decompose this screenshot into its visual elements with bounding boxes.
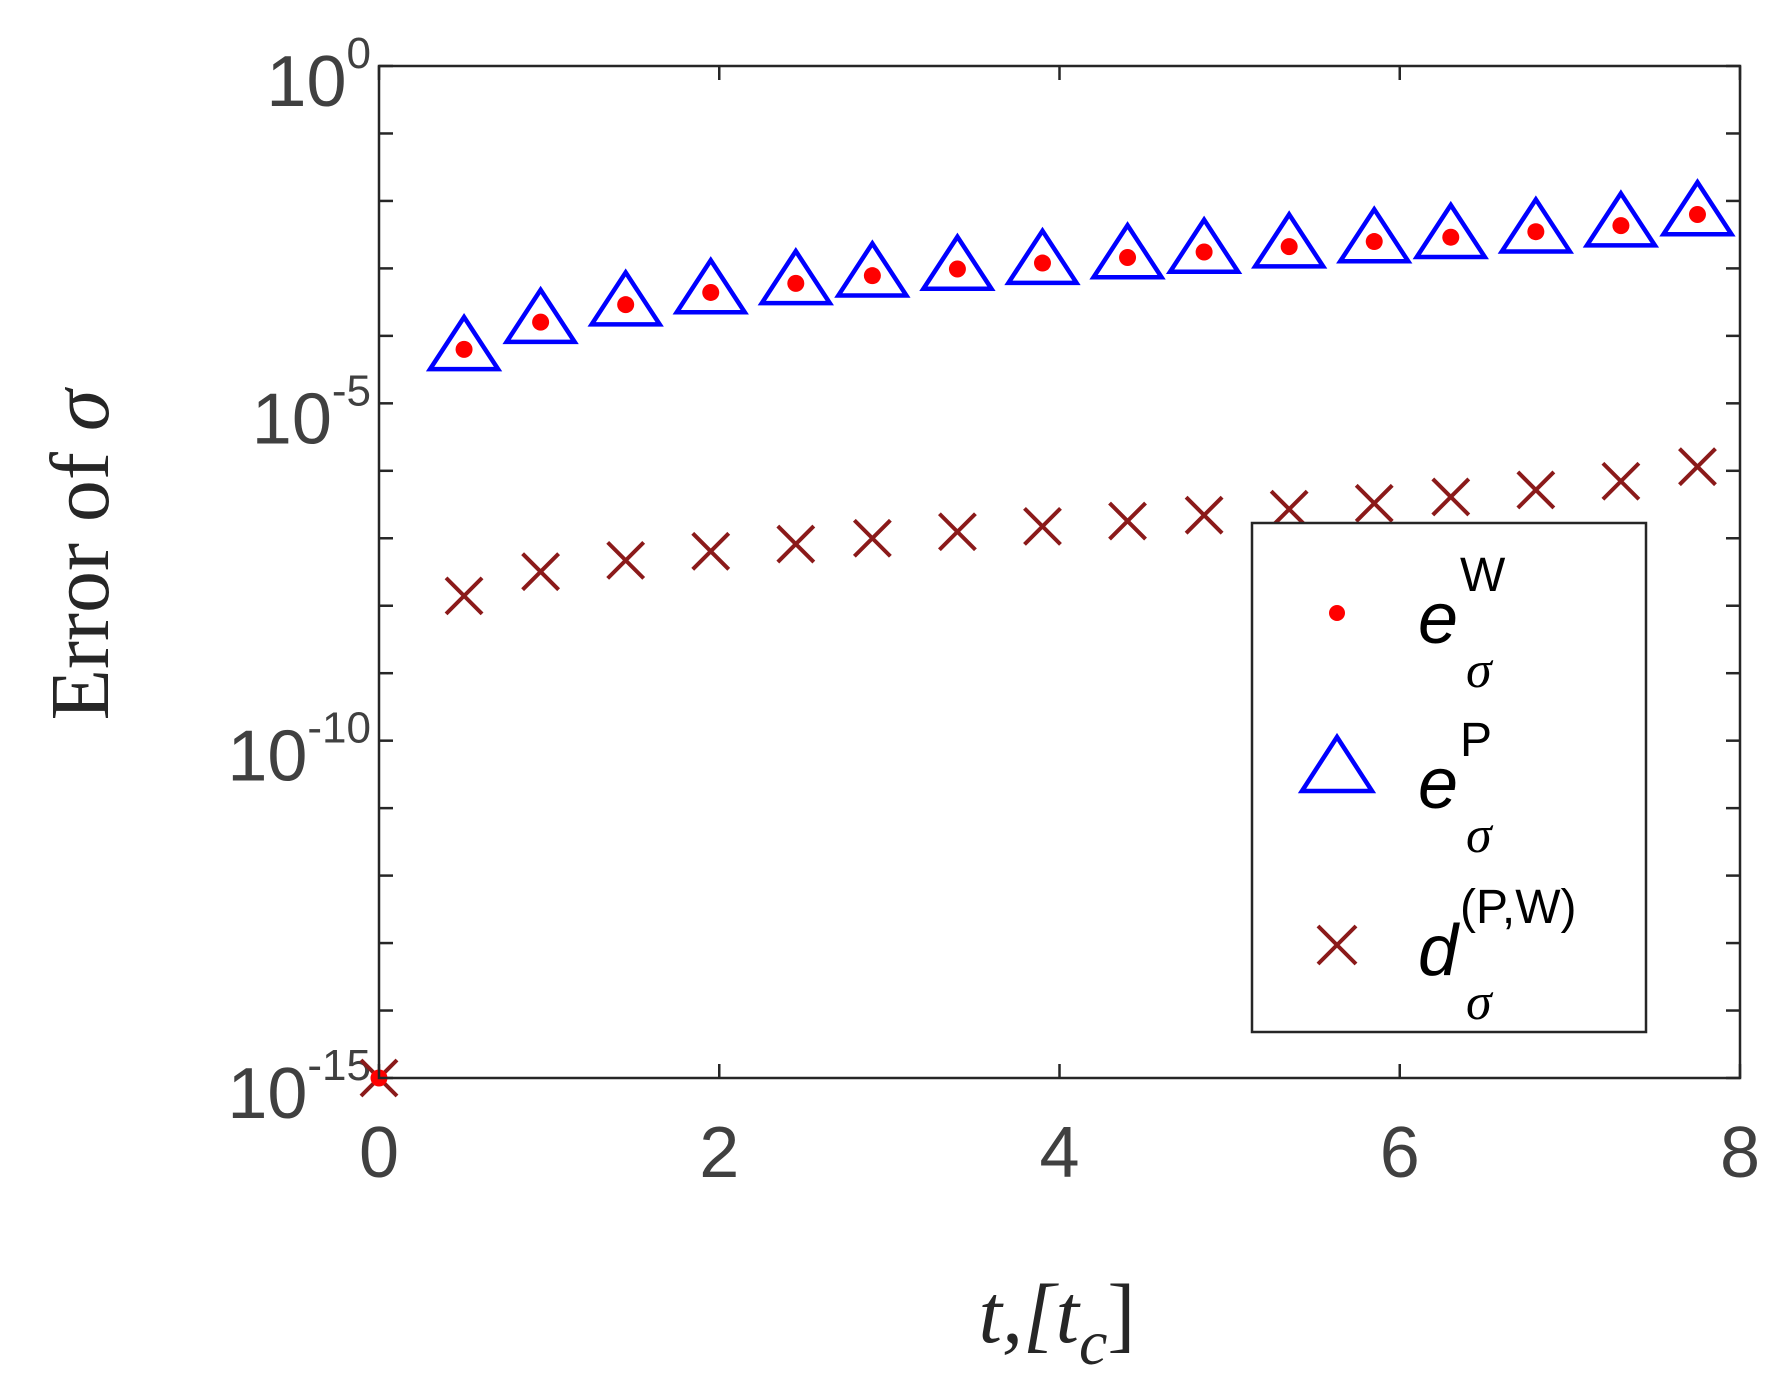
ew-point — [455, 340, 473, 358]
legend: eW σ eP σ d(P,W) σ — [1250, 521, 1648, 1034]
y-tick-label: 10-15 — [227, 1041, 371, 1134]
ep-point — [1582, 189, 1660, 248]
dpw-point — [1184, 495, 1224, 535]
ew-point — [1365, 233, 1383, 251]
ew-point — [617, 296, 635, 314]
dpw-point — [1678, 447, 1717, 487]
ep-point — [587, 268, 664, 327]
dpw-point — [1023, 506, 1062, 546]
x-tick-label: 0 — [359, 1113, 399, 1193]
dpw-point — [1431, 477, 1471, 517]
ew-point — [863, 267, 881, 285]
dpw-point — [691, 531, 731, 571]
y-tick-label: 10-5 — [252, 366, 371, 459]
x-tick-label: 4 — [1039, 1113, 1079, 1193]
ew-point — [1612, 217, 1630, 235]
ew-point — [1527, 223, 1545, 241]
ep-point — [1497, 195, 1575, 254]
dpw-point — [1269, 489, 1309, 529]
ew-point — [532, 313, 550, 331]
legend-label-ew: eW σ — [1418, 549, 1506, 699]
ep-point — [834, 239, 911, 298]
plot-frame — [377, 64, 1742, 1080]
dpw-point — [606, 540, 646, 580]
legend-entry-ew: eW σ — [1329, 549, 1506, 699]
dpw-point — [521, 552, 561, 592]
y-tick-label: 100 — [266, 29, 371, 122]
legend-box — [1250, 521, 1648, 1034]
ew-point — [702, 283, 720, 301]
data-markers — [359, 178, 1736, 1098]
ep-point — [1336, 205, 1413, 264]
dpw-point — [776, 524, 816, 564]
legend-entry-ep: eP σ — [1297, 714, 1494, 864]
y-tick-labels: 100 10-5 10-10 10-15 — [227, 29, 371, 1134]
ep-point — [1659, 178, 1736, 237]
x-axis-label: t,[tc] — [979, 1268, 1136, 1378]
ep-point — [672, 256, 749, 315]
ep-point — [757, 247, 834, 306]
ep-point — [1089, 221, 1166, 280]
x-tick-labels: 0 2 4 6 8 — [359, 1113, 1760, 1193]
ep-point — [1412, 200, 1489, 260]
dpw-point — [1108, 501, 1147, 541]
ep-point — [425, 313, 503, 372]
ew-point — [1688, 205, 1706, 223]
ew-point — [787, 274, 805, 292]
dpw-point — [1516, 470, 1556, 510]
x-tick-label: 2 — [699, 1113, 739, 1193]
x-tick-label: 6 — [1380, 1113, 1420, 1193]
dpw-point — [938, 512, 977, 552]
legend-marker-dot — [1329, 605, 1345, 621]
ew-point — [1442, 228, 1460, 246]
ew-point — [1033, 254, 1051, 272]
ep-point — [919, 232, 996, 292]
ep-point — [1004, 226, 1081, 286]
legend-marker-x — [1316, 924, 1358, 966]
ep-point — [502, 285, 579, 345]
dpw-point — [1601, 461, 1641, 501]
ew-point — [1119, 249, 1137, 267]
dpw-point — [1354, 483, 1394, 523]
ew-point — [948, 260, 966, 278]
legend-label-ep: eP σ — [1418, 714, 1494, 864]
dpw-point — [444, 576, 484, 616]
ew-point — [1195, 243, 1213, 261]
ep-point — [1165, 215, 1243, 275]
legend-entry-dpw: d(P,W) σ — [1316, 881, 1576, 1031]
ew-point — [1280, 238, 1298, 256]
legend-label-dpw: d(P,W) σ — [1418, 881, 1576, 1031]
y-tick-label: 10-10 — [227, 704, 371, 797]
y-axis-label: Error of σ — [34, 386, 127, 720]
x-tick-label: 8 — [1720, 1113, 1760, 1193]
legend-marker-triangle — [1297, 732, 1377, 794]
ep-point — [1251, 210, 1328, 269]
dpw-point — [852, 518, 892, 558]
